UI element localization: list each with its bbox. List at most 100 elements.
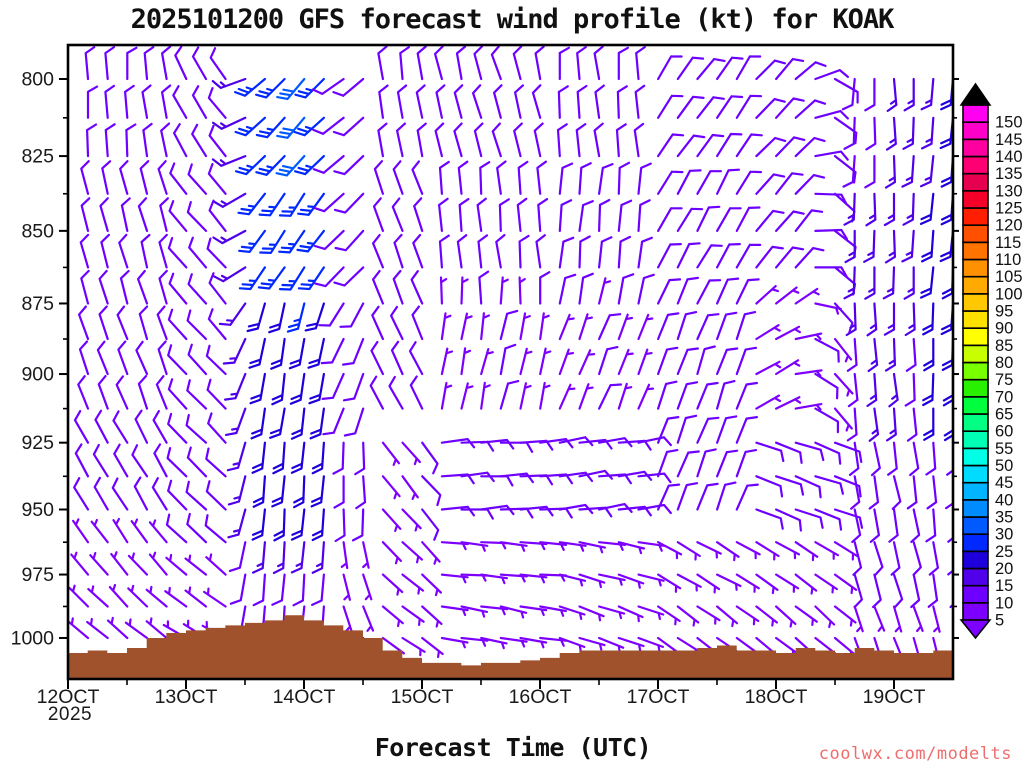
wind-barb (890, 541, 901, 576)
colorbar-cell (962, 258, 989, 278)
x-axis-tick-label: 14OCT (273, 686, 336, 708)
wind-barb (755, 605, 778, 627)
wind-barb (716, 311, 738, 341)
wind-barb (657, 94, 684, 119)
wind-barb (537, 198, 549, 232)
watermark-link[interactable]: coolwx.com/modelts (818, 744, 1012, 764)
wind-barb (912, 605, 924, 633)
wind-barb (922, 302, 935, 336)
wind-barb (868, 475, 880, 510)
wind-barb (119, 269, 130, 305)
wind-barb (278, 229, 306, 254)
wind-barb (235, 155, 266, 176)
wind-barb (637, 273, 655, 305)
wind-barb (158, 269, 168, 305)
wind-barb (453, 122, 463, 158)
wind-barb (637, 348, 653, 376)
wind-barb (339, 302, 365, 328)
wind-barb (927, 573, 939, 608)
wind-barb (794, 475, 822, 499)
wind-barb (794, 287, 820, 305)
wind-barb (499, 343, 517, 376)
wind-barb (531, 84, 542, 119)
wind-barb (775, 325, 801, 341)
wind-barb (775, 441, 803, 464)
wind-barb (354, 441, 366, 476)
colorbar-tick-label: 45 (995, 474, 1013, 492)
wind-barb (940, 155, 953, 188)
wind-barb (865, 192, 877, 227)
wind-barb (539, 312, 550, 341)
wind-barb (480, 636, 508, 650)
colorbar-tick-label: 65 (995, 406, 1013, 424)
wind-barb (775, 573, 800, 593)
wind-barb (519, 636, 548, 649)
colorbar-cell (962, 241, 989, 261)
wind-barb (124, 84, 135, 119)
wind-barb (112, 517, 129, 544)
colorbar-cell (962, 361, 989, 381)
wind-barb (460, 347, 472, 376)
wind-barb (905, 337, 917, 372)
wind-barb (173, 123, 188, 158)
wind-barb (676, 56, 705, 81)
wind-barb (268, 302, 286, 334)
wind-barb (421, 605, 443, 628)
colorbar-tick-label: 30 (995, 526, 1013, 544)
wind-barb (390, 340, 404, 376)
colorbar-cell (962, 584, 989, 604)
wind-barb (932, 605, 941, 633)
wind-barb (539, 507, 573, 519)
wind-barb (864, 266, 876, 300)
wind-barb (212, 266, 247, 283)
wind-barb (435, 84, 446, 119)
colorbar-tick-label: 55 (995, 440, 1013, 458)
wind-barb (139, 160, 150, 195)
wind-barb (440, 312, 452, 341)
wind-barb (252, 475, 266, 508)
wind-barb (853, 573, 863, 609)
wind-barb (558, 273, 577, 305)
wind-barb (276, 77, 306, 100)
wind-barb (312, 155, 345, 174)
wind-barb (207, 87, 227, 119)
wind-barb (224, 407, 247, 436)
wind-barb (333, 266, 365, 287)
wind-barb (775, 136, 806, 158)
wind-barb (275, 155, 306, 177)
wind-barb (272, 541, 286, 575)
colorbar-tick-label: 110 (995, 251, 1021, 269)
wind-barb (617, 273, 635, 305)
wind-barb (519, 541, 548, 551)
wind-barb (841, 77, 856, 111)
wind-barb (334, 229, 365, 252)
wind-barb (207, 412, 227, 444)
wind-barb (401, 508, 422, 532)
wind-barb (460, 541, 489, 552)
wind-barb (657, 483, 681, 511)
wind-barb (575, 123, 587, 158)
wind-barb (617, 235, 632, 269)
wind-barb (676, 276, 699, 305)
wind-barb (617, 382, 633, 410)
wind-barb (539, 381, 551, 410)
wind-barb (696, 482, 719, 511)
wind-barb (145, 585, 168, 608)
wind-barb (440, 347, 454, 376)
wind-barb (142, 122, 153, 158)
wind-barb (438, 197, 449, 232)
wind-barb (578, 235, 591, 269)
wind-barb (598, 383, 623, 410)
wind-barb (657, 346, 679, 376)
wind-barb (940, 192, 953, 226)
wind-barb (480, 312, 490, 341)
wind-barb (755, 394, 782, 410)
terrain-layer (68, 615, 953, 679)
wind-barb (833, 605, 857, 627)
x-axis-tick-label: 19OCT (863, 686, 926, 708)
wind-barb (184, 554, 208, 576)
wind-barb (598, 573, 626, 586)
wind-barb (186, 446, 208, 478)
wind-barb (863, 229, 876, 263)
wind-barb (87, 585, 109, 608)
